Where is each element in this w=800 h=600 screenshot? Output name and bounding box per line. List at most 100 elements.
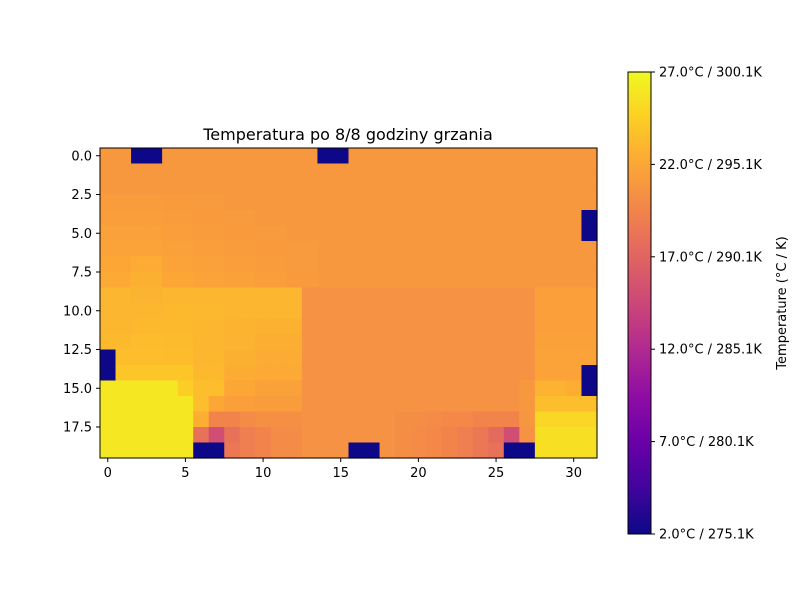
heatmap-cell (410, 442, 427, 459)
heatmap-cell (301, 427, 319, 444)
heatmap-cell (550, 318, 567, 335)
heatmap-cell (270, 427, 287, 444)
heatmap-cell (255, 163, 272, 180)
heatmap-cell (457, 411, 474, 428)
heatmap-cell (146, 334, 163, 351)
heatmap-cell (255, 256, 272, 273)
heatmap-cell (177, 303, 194, 320)
heatmap-cell (193, 334, 210, 351)
heatmap-cell (270, 349, 287, 366)
heatmap-cell (519, 427, 536, 444)
heatmap-cell (348, 427, 365, 444)
heatmap-cell (534, 256, 552, 273)
heatmap-cell (115, 287, 132, 304)
heatmap-cell (208, 318, 225, 335)
heatmap-cell (286, 380, 303, 397)
heatmap-cell (519, 287, 536, 304)
heatmap-cell (131, 396, 148, 413)
heatmap-cell (581, 194, 598, 211)
heatmap-cell (270, 225, 287, 242)
heatmap-cell (239, 272, 256, 289)
heatmap-cell (224, 287, 241, 304)
heatmap-cell (488, 241, 505, 258)
x-tick-label: 25 (488, 466, 505, 481)
heatmap-cell (193, 442, 210, 459)
heatmap-cell (332, 303, 350, 320)
heatmap-cell (565, 427, 583, 444)
heatmap-cell (100, 396, 117, 413)
heatmap-cell (488, 287, 505, 304)
heatmap-cell (332, 210, 350, 227)
heatmap-cell (208, 148, 225, 165)
heatmap-cell (379, 349, 396, 366)
heatmap-cell (488, 365, 505, 382)
heatmap-cell (472, 179, 489, 196)
heatmap-cell (379, 334, 396, 351)
heatmap-cell (224, 318, 241, 335)
heatmap-cell (301, 287, 319, 304)
heatmap-cell (286, 179, 303, 196)
heatmap-cell (472, 349, 489, 366)
heatmap-cell (410, 194, 427, 211)
heatmap-cell (131, 427, 148, 444)
heatmap-cell (364, 380, 381, 397)
heatmap-cell (441, 241, 458, 258)
heatmap-cell (395, 179, 412, 196)
heatmap-cell (193, 396, 210, 413)
heatmap-cell (441, 148, 458, 165)
heatmap-cell (441, 380, 458, 397)
heatmap-cell (550, 210, 567, 227)
heatmap-cell (317, 241, 334, 258)
heatmap-cell (395, 148, 412, 165)
heatmap-cell (193, 303, 210, 320)
heatmap-cell (426, 334, 443, 351)
heatmap-cell (364, 318, 381, 335)
heatmap-cell (550, 349, 567, 366)
heatmap-cell (286, 272, 303, 289)
heatmap-cell (550, 225, 567, 242)
heatmap-cell (581, 380, 598, 397)
heatmap-cell (332, 225, 350, 242)
heatmap-cell (208, 411, 225, 428)
heatmap-cell (332, 334, 350, 351)
heatmap-cell (441, 411, 458, 428)
heatmap-cell (488, 163, 505, 180)
y-tick-label: 5.0 (71, 227, 92, 242)
heatmap-cell (239, 318, 256, 335)
heatmap-cell (565, 411, 583, 428)
heatmap-cell (550, 411, 567, 428)
heatmap-cell (503, 287, 520, 304)
heatmap-cell (550, 272, 567, 289)
heatmap-cell (115, 272, 132, 289)
heatmap-cell (270, 163, 287, 180)
heatmap-cell (255, 210, 272, 227)
heatmap-cell (162, 303, 179, 320)
heatmap-cell (100, 256, 117, 273)
heatmap-cell (581, 318, 598, 335)
heatmap-cell (301, 380, 319, 397)
heatmap-cell (457, 427, 474, 444)
heatmap-cell (317, 163, 334, 180)
heatmap-cell (255, 272, 272, 289)
plot-frame (99, 147, 598, 459)
heatmap-cell (131, 163, 148, 180)
heatmap-cell (131, 225, 148, 242)
heatmap-cell (364, 427, 381, 444)
heatmap-cell (565, 272, 583, 289)
heatmap-cell (301, 225, 319, 242)
heatmap-cell (410, 210, 427, 227)
heatmap-cell (395, 225, 412, 242)
heatmap-cell (488, 427, 505, 444)
heatmap-cell (270, 303, 287, 320)
heatmap-cell (488, 334, 505, 351)
heatmap-cell (581, 148, 598, 165)
heatmap-cell (503, 396, 520, 413)
heatmap-cell (488, 442, 505, 459)
heatmap-cell (410, 272, 427, 289)
heatmap-cell (550, 334, 567, 351)
heatmap-cell (426, 442, 443, 459)
heatmap-cell (581, 349, 598, 366)
heatmap-cell (208, 272, 225, 289)
heatmap-cell (472, 272, 489, 289)
heatmap-cell (286, 427, 303, 444)
